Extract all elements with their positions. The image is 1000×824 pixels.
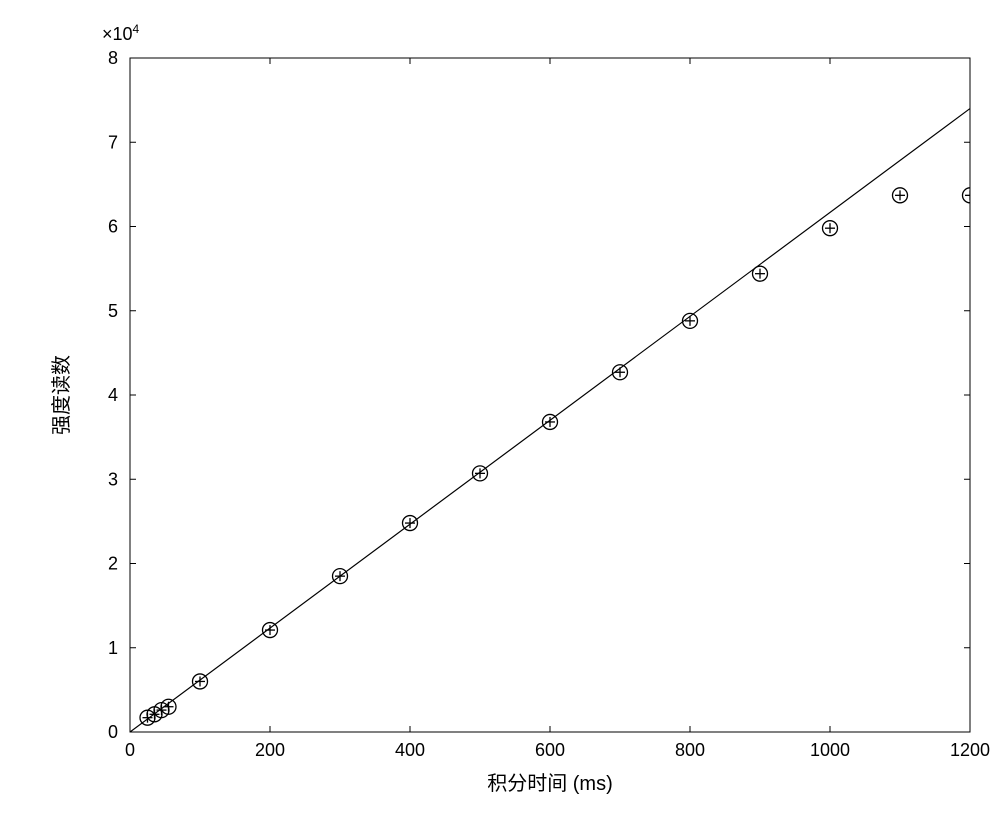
data-point [473, 466, 488, 481]
y-axis-label: 强度读数 [50, 355, 73, 435]
x-tick-label: 600 [535, 740, 565, 760]
y-multiplier: ×104 [102, 22, 140, 44]
x-tick-label: 200 [255, 740, 285, 760]
y-tick-label: 0 [108, 722, 118, 742]
x-tick-label: 800 [675, 740, 705, 760]
data-point [543, 414, 558, 429]
plot-content [130, 109, 978, 732]
plot-box [130, 58, 970, 732]
data-point [893, 188, 908, 203]
chart-container: 0 200 400 600 800 1000 1200 0 1 2 3 4 5 6 7 8 ×104 积分时间 (… [0, 0, 1000, 824]
svg-text:×104: ×104 [102, 22, 140, 44]
y-tick-label: 8 [108, 48, 118, 68]
y-tick-label: 1 [108, 638, 118, 658]
y-tick-label: 6 [108, 217, 118, 237]
y-tick-label: 7 [108, 132, 118, 152]
chart-svg: 0 200 400 600 800 1000 1200 0 1 2 3 4 5 6 7 8 ×104 积分时间 (… [0, 0, 1000, 824]
y-tick-label: 2 [108, 554, 118, 574]
data-point [333, 569, 348, 584]
data-point [823, 221, 838, 236]
data-point [193, 674, 208, 689]
x-tick-label: 1000 [810, 740, 850, 760]
x-tick-label: 0 [125, 740, 135, 760]
data-point [403, 516, 418, 531]
y-tick-label: 4 [108, 385, 118, 405]
x-axis-label: 积分时间 (ms) [487, 772, 613, 795]
y-tick-label: 5 [108, 301, 118, 321]
data-point [263, 623, 278, 638]
data-point [753, 266, 768, 281]
x-tick-label: 400 [395, 740, 425, 760]
x-tick-label: 1200 [950, 740, 990, 760]
y-tick-label: 3 [108, 469, 118, 489]
